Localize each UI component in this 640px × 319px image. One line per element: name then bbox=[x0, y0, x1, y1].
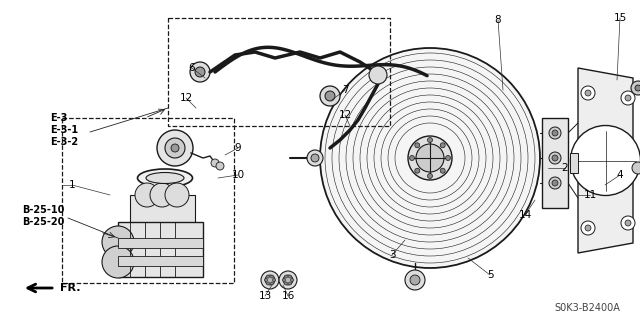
Circle shape bbox=[150, 183, 174, 207]
Bar bbox=[542, 118, 568, 208]
Circle shape bbox=[416, 144, 444, 172]
Bar bbox=[130, 195, 195, 225]
Bar bbox=[570, 153, 578, 173]
Circle shape bbox=[211, 159, 219, 167]
Text: 4: 4 bbox=[617, 170, 623, 180]
Circle shape bbox=[631, 81, 640, 95]
Text: 12: 12 bbox=[339, 110, 351, 120]
Ellipse shape bbox=[146, 173, 184, 183]
Bar bbox=[118, 256, 203, 266]
Circle shape bbox=[552, 180, 558, 186]
Text: 5: 5 bbox=[486, 270, 493, 280]
Text: 11: 11 bbox=[584, 190, 596, 200]
Circle shape bbox=[570, 125, 640, 196]
Circle shape bbox=[621, 216, 635, 230]
Circle shape bbox=[625, 220, 631, 226]
Circle shape bbox=[625, 95, 631, 101]
Circle shape bbox=[428, 174, 433, 179]
Circle shape bbox=[165, 138, 185, 158]
Circle shape bbox=[279, 271, 297, 289]
Circle shape bbox=[581, 221, 595, 235]
Circle shape bbox=[135, 183, 159, 207]
Text: E-3: E-3 bbox=[50, 113, 67, 123]
Text: 14: 14 bbox=[518, 210, 532, 220]
Text: E-3-2: E-3-2 bbox=[50, 137, 78, 147]
Circle shape bbox=[102, 246, 134, 278]
Circle shape bbox=[289, 282, 291, 285]
Circle shape bbox=[320, 86, 340, 106]
Circle shape bbox=[273, 278, 275, 281]
Circle shape bbox=[408, 136, 452, 180]
Circle shape bbox=[428, 137, 433, 143]
Circle shape bbox=[285, 275, 287, 278]
Text: FR.: FR. bbox=[60, 283, 81, 293]
Text: 1: 1 bbox=[68, 180, 76, 190]
Text: 6: 6 bbox=[189, 63, 195, 73]
Circle shape bbox=[311, 154, 319, 162]
Circle shape bbox=[549, 152, 561, 164]
Polygon shape bbox=[578, 68, 633, 253]
Text: 3: 3 bbox=[388, 250, 396, 260]
Circle shape bbox=[264, 278, 268, 281]
Circle shape bbox=[307, 150, 323, 166]
Text: 12: 12 bbox=[179, 93, 193, 103]
Circle shape bbox=[632, 162, 640, 174]
Circle shape bbox=[325, 91, 335, 101]
Circle shape bbox=[157, 130, 193, 166]
Circle shape bbox=[195, 67, 205, 77]
Circle shape bbox=[265, 275, 275, 285]
Circle shape bbox=[271, 282, 273, 285]
Circle shape bbox=[266, 275, 269, 278]
Bar bbox=[168, 18, 390, 126]
Bar bbox=[118, 238, 203, 248]
Circle shape bbox=[549, 127, 561, 139]
Text: 10: 10 bbox=[232, 170, 244, 180]
Circle shape bbox=[585, 225, 591, 231]
Text: 8: 8 bbox=[495, 15, 501, 25]
Circle shape bbox=[440, 143, 445, 148]
Circle shape bbox=[190, 62, 210, 82]
Text: B-25-10: B-25-10 bbox=[22, 205, 65, 215]
Text: B-25-20: B-25-20 bbox=[22, 217, 65, 227]
Circle shape bbox=[552, 155, 558, 161]
Circle shape bbox=[216, 162, 224, 170]
Circle shape bbox=[440, 168, 445, 173]
Text: S0K3-B2400A: S0K3-B2400A bbox=[554, 303, 620, 313]
Circle shape bbox=[621, 91, 635, 105]
Circle shape bbox=[289, 275, 291, 278]
Bar bbox=[118, 222, 203, 277]
Ellipse shape bbox=[138, 169, 193, 187]
Circle shape bbox=[283, 275, 293, 285]
Circle shape bbox=[581, 86, 595, 100]
Circle shape bbox=[410, 275, 420, 285]
Circle shape bbox=[445, 155, 451, 160]
Text: 2: 2 bbox=[562, 163, 568, 173]
Bar bbox=[62, 118, 234, 283]
Circle shape bbox=[585, 90, 591, 96]
Text: 15: 15 bbox=[613, 13, 627, 23]
Circle shape bbox=[635, 85, 640, 91]
Circle shape bbox=[271, 275, 273, 278]
Circle shape bbox=[320, 48, 540, 268]
Circle shape bbox=[291, 278, 294, 281]
Circle shape bbox=[410, 155, 415, 160]
Circle shape bbox=[405, 270, 425, 290]
Circle shape bbox=[369, 66, 387, 84]
Circle shape bbox=[171, 144, 179, 152]
Text: 9: 9 bbox=[235, 143, 241, 153]
Text: 13: 13 bbox=[259, 291, 271, 301]
Circle shape bbox=[285, 282, 287, 285]
Text: 16: 16 bbox=[282, 291, 294, 301]
Circle shape bbox=[266, 282, 269, 285]
Circle shape bbox=[165, 183, 189, 207]
Circle shape bbox=[282, 278, 285, 281]
Circle shape bbox=[552, 130, 558, 136]
Circle shape bbox=[549, 177, 561, 189]
Text: E-3-1: E-3-1 bbox=[50, 125, 78, 135]
Circle shape bbox=[102, 226, 134, 258]
Circle shape bbox=[261, 271, 279, 289]
Text: 7: 7 bbox=[342, 85, 348, 95]
Circle shape bbox=[415, 168, 420, 173]
Circle shape bbox=[415, 143, 420, 148]
